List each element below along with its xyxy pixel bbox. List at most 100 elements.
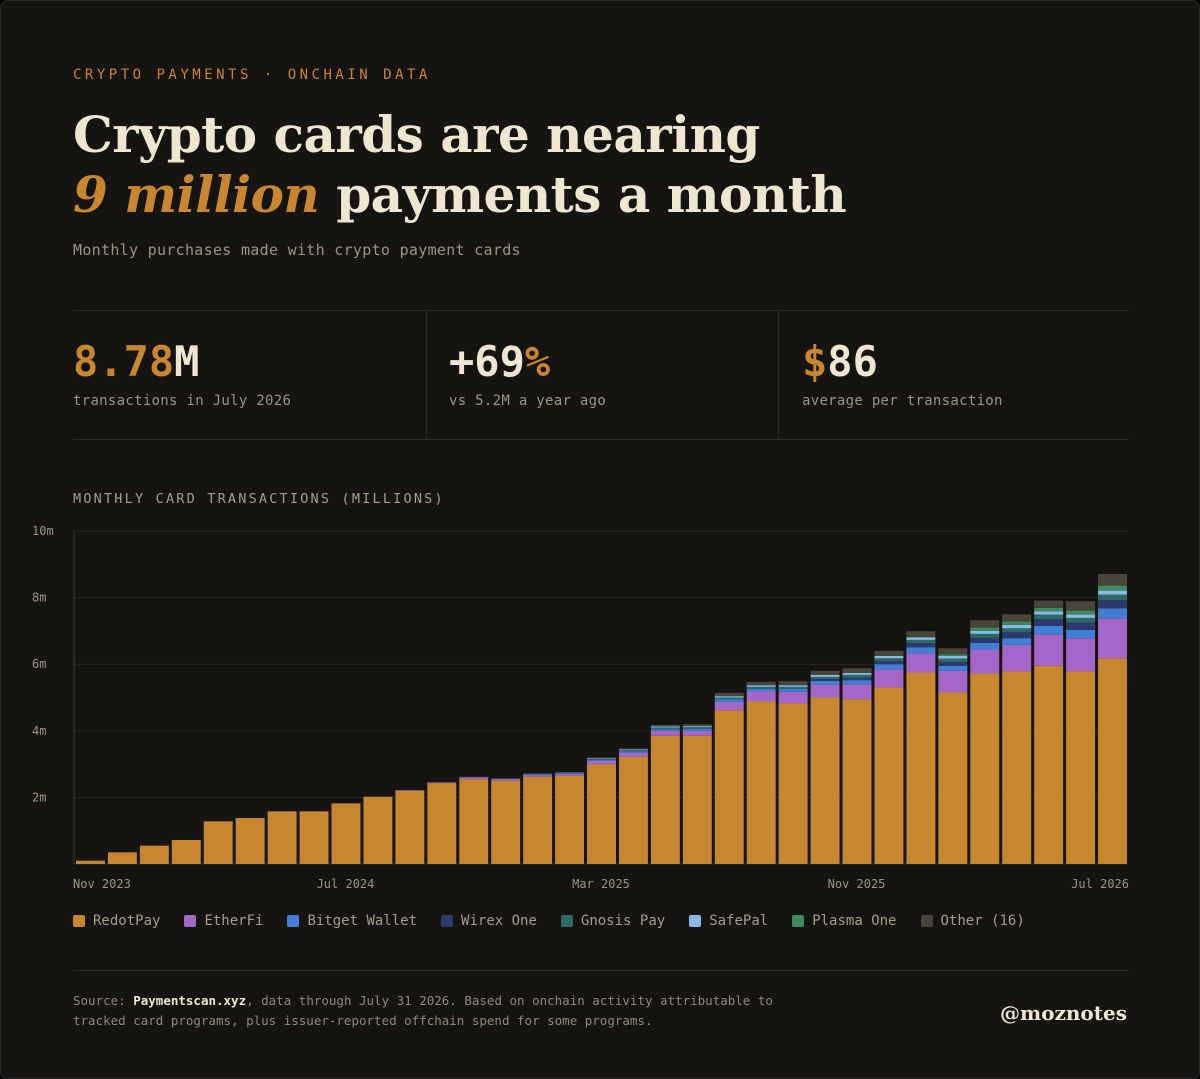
legend-swatch — [441, 915, 454, 927]
author-handle: @moznotes — [1000, 1001, 1127, 1025]
bar-segment — [1002, 644, 1032, 672]
bar-segment — [810, 676, 840, 680]
bar-segment — [874, 664, 904, 670]
bar-segment — [970, 673, 1000, 864]
bar-segment — [810, 670, 840, 675]
bar-segment — [491, 778, 521, 780]
bar-segment — [1002, 621, 1032, 625]
bar-segment — [459, 776, 489, 778]
legend-item: SafePal — [689, 913, 768, 929]
bar-segment — [778, 681, 808, 686]
bar-segment — [587, 758, 616, 759]
bar-segment — [555, 772, 585, 774]
bar-segment — [235, 818, 265, 864]
legend-swatch — [920, 915, 933, 927]
bar-segment — [714, 696, 744, 698]
bar-segment — [778, 703, 808, 864]
bar-segment — [938, 658, 968, 662]
bar-segment — [906, 643, 936, 648]
legend-swatch — [792, 915, 805, 927]
bar-segment — [746, 686, 776, 689]
bar-segment — [970, 649, 1000, 674]
bar-segment — [810, 674, 840, 677]
stat-value: 8.78M — [73, 337, 199, 386]
bar-segment — [1002, 624, 1032, 629]
bar-segment — [970, 630, 1000, 634]
bar-segment — [970, 642, 1000, 650]
bar-segment — [523, 774, 553, 776]
bar-segment — [682, 728, 712, 731]
bar-segment — [555, 773, 585, 774]
bar-segment — [906, 631, 936, 638]
bar-segment — [842, 684, 872, 700]
legend-label: SafePal — [709, 913, 769, 929]
bar-segment — [970, 627, 1000, 631]
bar-segment — [810, 679, 840, 681]
legend-item: Other (16) — [920, 913, 1025, 929]
bar-segment — [1098, 590, 1127, 595]
bar-segment — [650, 730, 680, 736]
y-tick-label: 4m — [32, 724, 46, 738]
bar-segment — [1066, 610, 1096, 615]
bar-segment — [746, 685, 776, 687]
chart-legend: RedotPay EtherFi Bitget Wallet Wirex One Gno… — [73, 913, 1049, 929]
source-prefix: Source: — [73, 993, 134, 1008]
bar-segment — [523, 775, 553, 777]
subtitle: Monthly purchases made with crypto payme… — [73, 241, 521, 259]
bar-segment — [555, 775, 585, 864]
bar-segment — [1034, 665, 1064, 864]
bar-segment — [778, 691, 808, 704]
bar-segment — [938, 648, 968, 655]
bar-segment — [938, 655, 968, 659]
bar-segment — [203, 821, 233, 864]
bar-segment — [682, 727, 712, 729]
headline-line1: Crypto cards are nearing — [73, 105, 760, 164]
bar-segment — [714, 692, 744, 697]
bar-segment — [1034, 607, 1064, 612]
bar-segment — [874, 655, 904, 659]
headline: Crypto cards are nearing 9 million payme… — [73, 105, 847, 225]
y-tick-label: 2m — [32, 790, 46, 804]
bar-segment — [587, 760, 616, 765]
bar-segment — [778, 688, 808, 692]
bar-segment — [874, 650, 904, 656]
bar-segment — [395, 790, 425, 864]
x-tick-label: Mar 2025 — [572, 877, 630, 891]
bar-segment — [842, 680, 872, 685]
bar-segment — [874, 658, 904, 661]
bar-segment — [650, 726, 680, 728]
legend-swatch — [689, 915, 702, 927]
stat-label: average per transaction — [802, 393, 1003, 409]
legend-label: Bitget Wallet — [307, 913, 418, 929]
bar-segment — [491, 779, 521, 781]
bar-segment — [746, 701, 776, 864]
bar-segment — [842, 672, 872, 675]
legend-label: Gnosis Pay — [580, 913, 666, 929]
bar-segment — [491, 780, 521, 864]
bar-segment — [1066, 614, 1096, 618]
bar-segment — [1098, 599, 1127, 609]
legend-label: Plasma One — [812, 913, 897, 929]
x-tick-label: Jul 2024 — [317, 877, 375, 891]
source-rest: , data through July 31 2026. Based on on… — [73, 993, 773, 1028]
bar-segment — [459, 777, 489, 780]
legend-item: Wirex One — [441, 913, 537, 929]
legend-label: Wirex One — [461, 913, 537, 929]
bar-segment — [746, 688, 776, 692]
bar-segment — [1002, 671, 1032, 864]
stat-growth: +69% vs 5.2M a year ago — [426, 311, 778, 439]
bar-segment — [1098, 658, 1127, 864]
chart-title: MONTHLY CARD TRANSACTIONS (MILLIONS) — [73, 491, 445, 507]
bar-segment — [874, 660, 904, 665]
stat-value-highlight: $ — [802, 337, 828, 386]
stat-value-rest: 86 — [827, 337, 878, 386]
bar-segment — [1034, 614, 1064, 620]
legend-item: Bitget Wallet — [287, 913, 417, 929]
bar-segment — [618, 749, 648, 751]
bar-segment — [1098, 594, 1127, 600]
legend-item: RedotPay — [73, 913, 160, 929]
bar-segment — [810, 684, 840, 698]
headline-accent: 9 million — [73, 165, 320, 224]
bar-segment — [1002, 614, 1032, 622]
